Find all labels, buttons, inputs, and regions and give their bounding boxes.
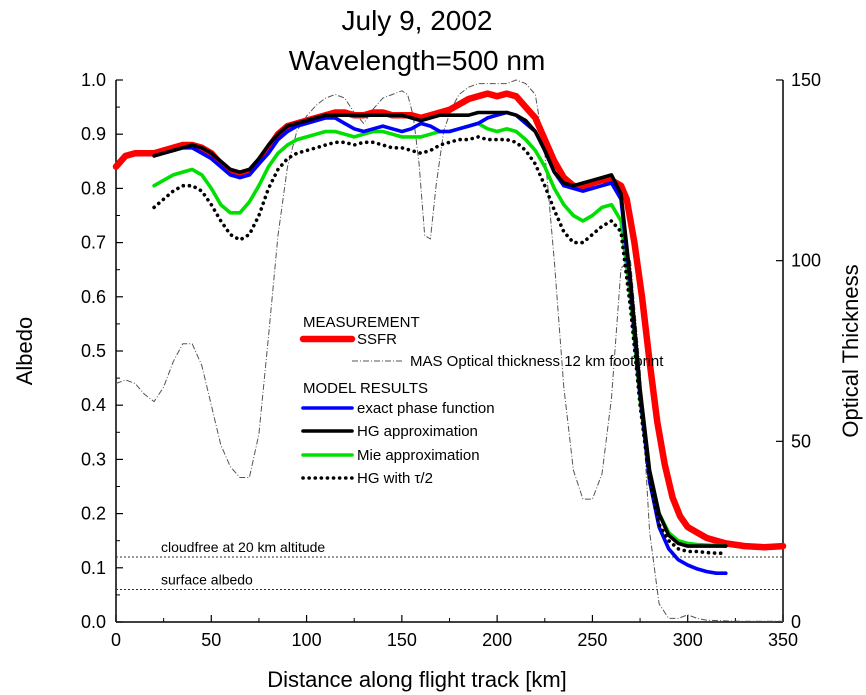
y-tick-label: 0.8 [81,178,106,198]
legend-label: MAS Optical thickness 12 km footprint [410,353,664,370]
reference-line-label: cloudfree at 20 km altitude [161,539,325,555]
x-tick-label: 100 [292,630,322,650]
y-tick-label: 0.6 [81,287,106,307]
x-tick-label: 350 [768,630,798,650]
y-axis-label: Albedo [12,317,37,386]
x-tick-label: 300 [673,630,703,650]
legend-label: Mie approximation [357,447,480,464]
legend-label: HG with τ/2 [357,470,433,487]
y2-tick-label: 100 [791,251,821,271]
y-tick-label: 0.2 [81,504,106,524]
reference-line-label: surface albedo [161,571,253,587]
x-tick-label: 0 [111,630,121,650]
x-axis-label: Distance along flight track [km] [267,667,567,692]
x-tick-label: 50 [201,630,221,650]
y-tick-label: 0.1 [81,558,106,578]
y-tick-label: 1.0 [81,70,106,90]
series-line-0 [112,90,787,551]
legend-header-model: MODEL RESULTS [303,380,428,397]
x-tick-label: 200 [482,630,512,650]
legend-label: HG approximation [357,423,478,440]
y2-tick-label: 150 [791,70,821,90]
series-line-1 [115,79,783,622]
y2-tick-label: 0 [791,612,801,632]
legend-label: exact phase function [357,400,495,417]
chart-title: July 9, 2002 [342,5,493,36]
chart-subtitle: Wavelength=500 nm [289,45,546,76]
x-tick-label: 150 [387,630,417,650]
series-line-5 [152,135,728,555]
series-line-4 [152,121,728,548]
y-tick-label: 0.0 [81,612,106,632]
legend-header-measurement: MEASUREMENT [303,314,420,331]
y-tick-label: 0.4 [81,395,106,415]
y-tick-label: 0.9 [81,124,106,144]
series-line-2 [152,110,728,575]
legend-label: SSFR [357,331,397,348]
y2-tick-label: 50 [791,431,811,451]
y2-axis-label: Optical Thickness [838,264,863,437]
series-line-3 [152,110,728,548]
y-tick-label: 0.5 [81,341,106,361]
y-tick-label: 0.3 [81,449,106,469]
y-tick-label: 0.7 [81,233,106,253]
x-tick-label: 250 [577,630,607,650]
